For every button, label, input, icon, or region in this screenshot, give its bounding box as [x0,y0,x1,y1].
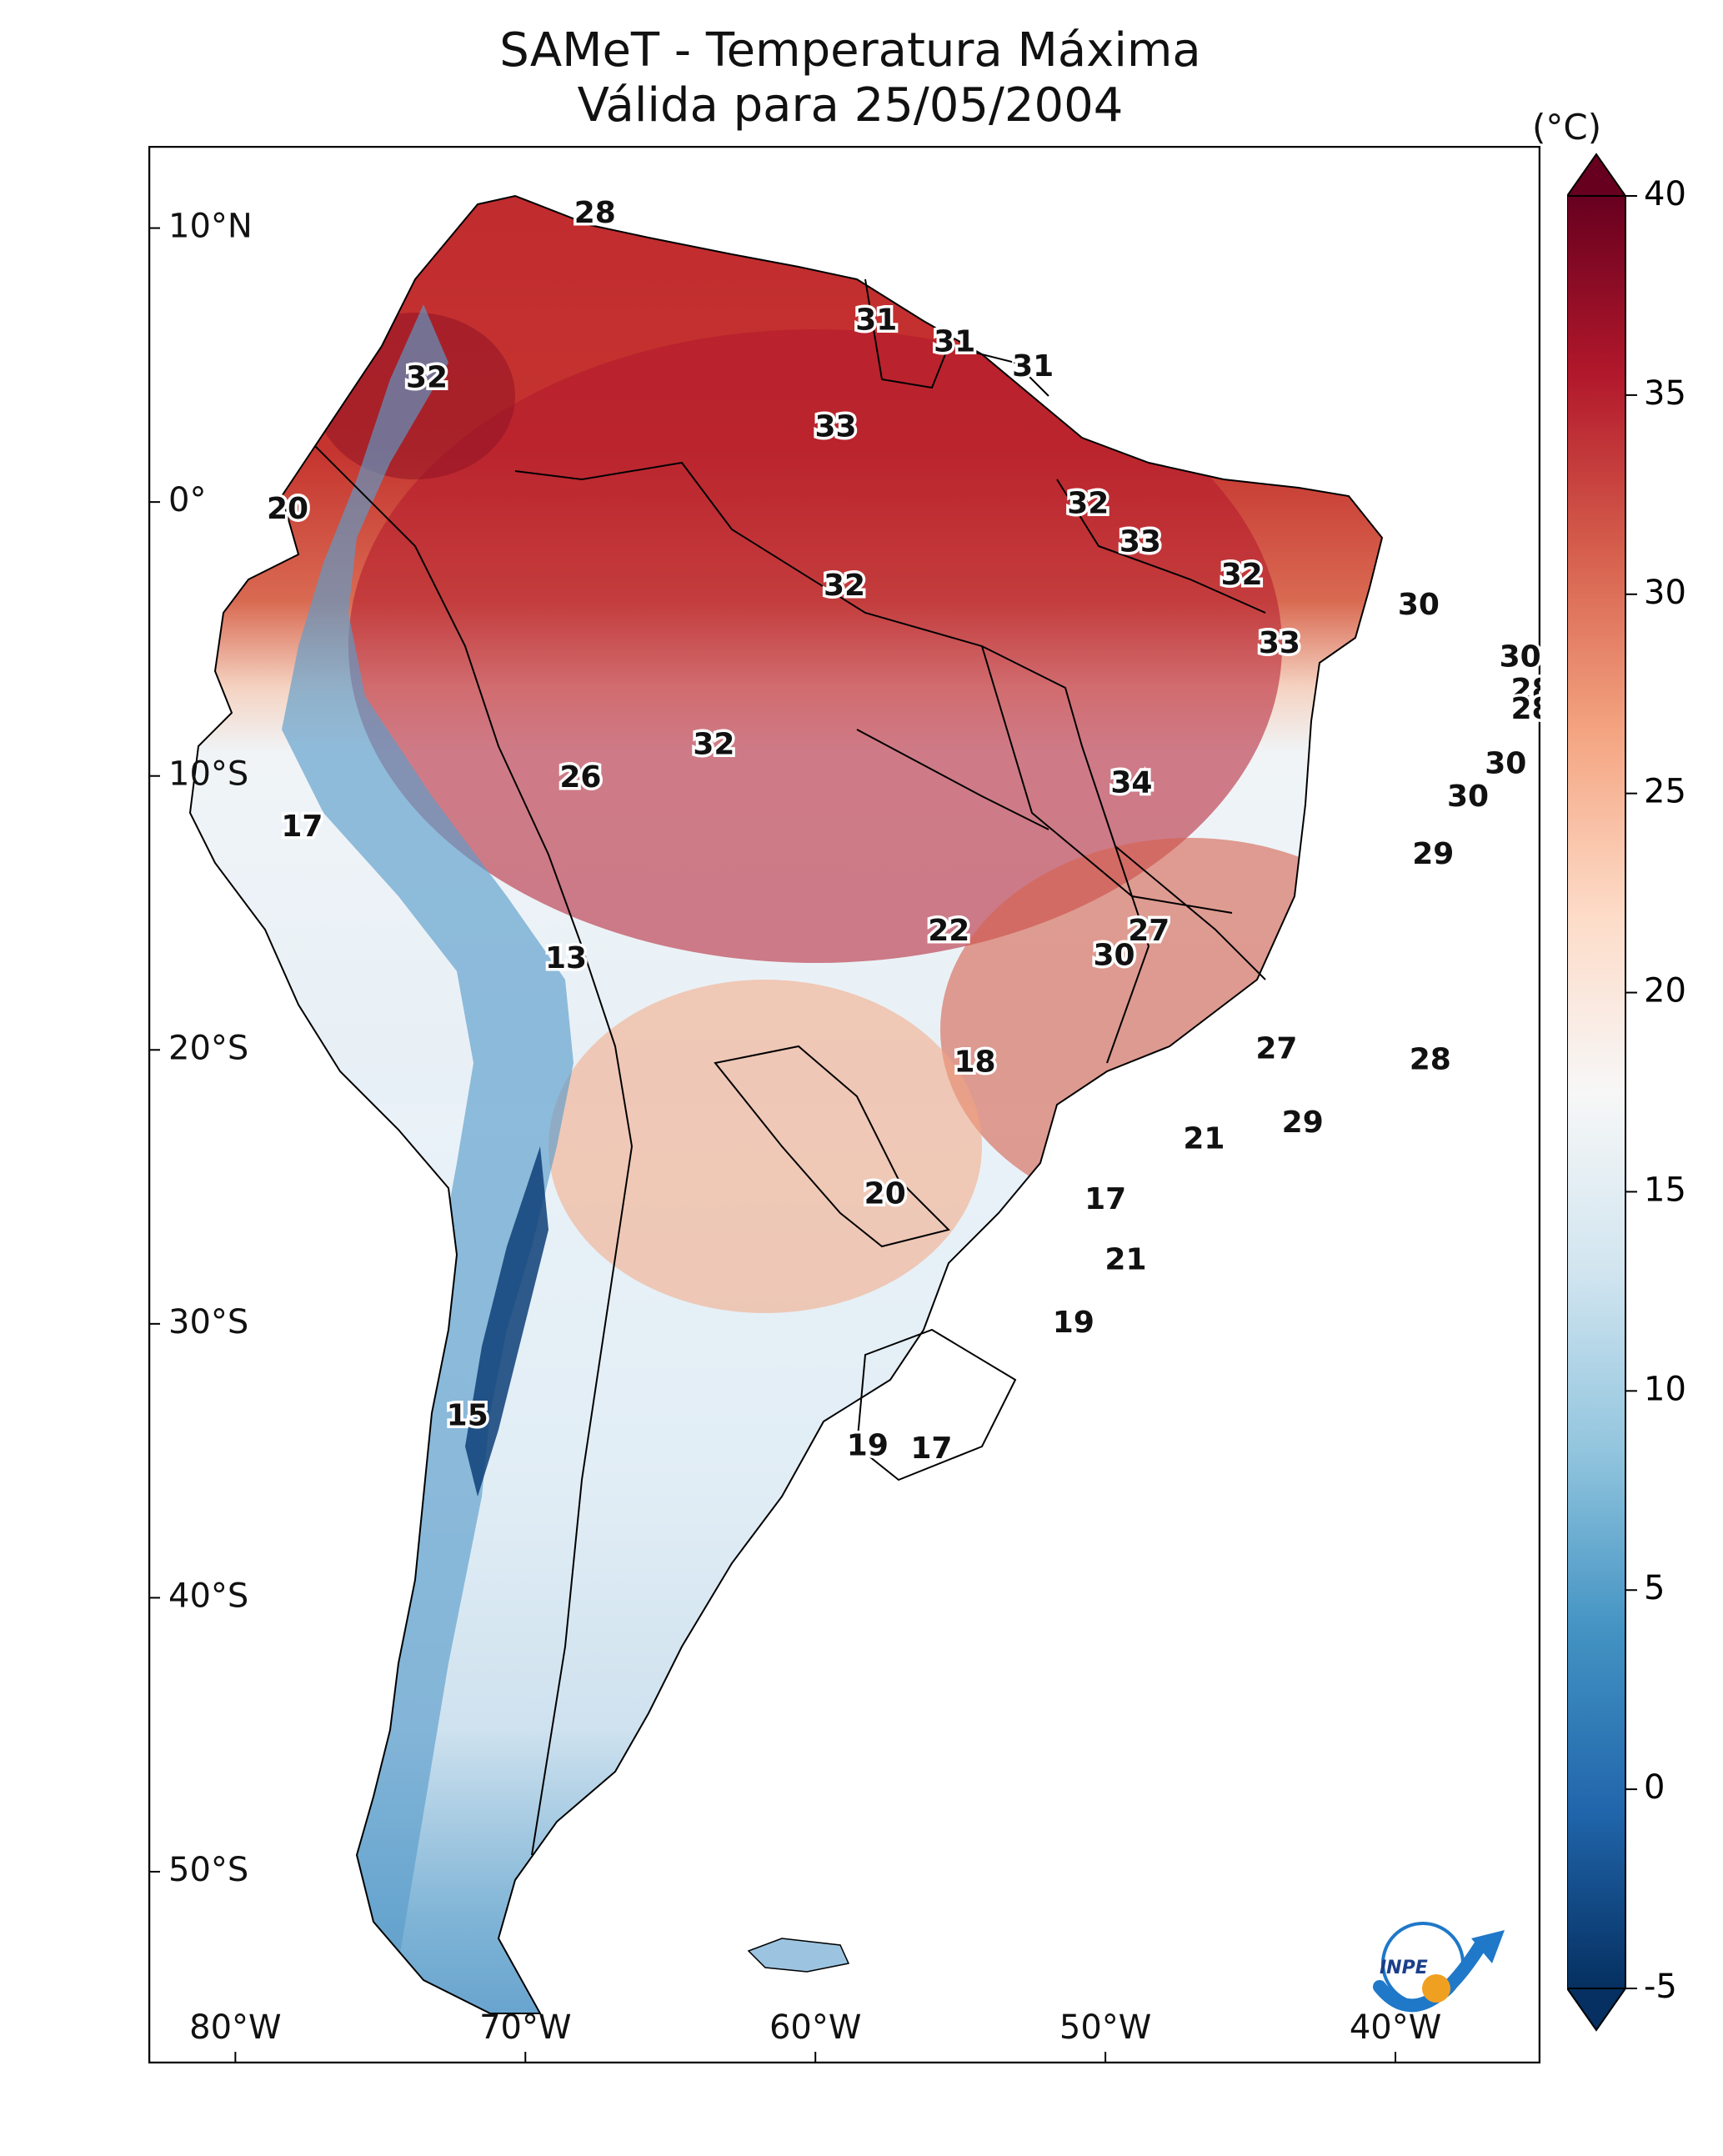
hot-core-amazon [348,329,1282,963]
temperature-label: 28 [1511,673,1540,707]
colorbar-body [1567,195,1626,1989]
colorbar-tick-label: 20 [1644,972,1686,1010]
colorbar-unit-label: (°C) [1532,107,1602,148]
temperature-label: 29 [1412,837,1454,871]
temperature-label: 32 [406,360,448,394]
temperature-label: 30 [1398,588,1440,622]
temperature-label: 32 [1067,486,1109,520]
colorbar-tick-label: 0 [1644,1768,1665,1807]
temperature-label: 15 [447,1399,488,1433]
temperature-label: 30 [1094,939,1135,973]
temperature-colorbar: 40 35 30 25 20 15 10 5 0 -5 [1567,153,1686,2032]
temperature-label: 21 [1183,1122,1225,1156]
lon-tick-label: 40°W [1350,2008,1441,2047]
colorbar-ticks: 40 35 30 25 20 15 10 5 0 -5 [1625,175,1686,2006]
colorbar-tick-label: 10 [1644,1370,1686,1408]
temperature-label: 17 [281,810,323,844]
lat-tick-label: 0° [168,481,206,519]
temperature-label: 20 [864,1176,906,1211]
temperature-label: 22 [928,914,969,948]
andes-cold-band [282,304,573,1963]
temperature-label: 28 [1511,692,1540,726]
temperature-label: 34 [1110,766,1152,800]
temperature-label: 26 [559,760,601,795]
colorbar-tick-label: 40 [1644,175,1686,213]
warm-region-chaco [548,980,982,1313]
temperature-label: 27 [1255,1031,1297,1065]
temperature-label: 33 [815,409,857,444]
border-andean [314,445,634,1856]
temperature-label: 19 [1053,1306,1094,1340]
lat-tick-label: 40°S [168,1577,248,1615]
andes-coldest-core [465,1146,548,1497]
temperature-label: 32 [824,569,865,603]
colorbar-extend-top [1567,153,1627,197]
temperature-label: 28 [574,196,616,230]
svg-text:INPE: INPE [1380,1958,1428,1978]
temperature-label: 30 [1447,780,1489,814]
border-guianas [864,278,1049,397]
border-paraguay [714,1045,950,1248]
temperature-map: 2832313131332032333232303330282832263430… [148,146,1540,2063]
temperature-label: 31 [1012,349,1054,384]
temperature-label: 33 [1259,626,1300,660]
temperature-label: 13 [545,941,587,975]
lat-tick-label: 10°N [168,208,253,246]
border-brazil-states [856,479,1266,980]
temperature-label: 19 [847,1429,889,1463]
temperature-label: 31 [855,303,897,337]
lon-tick-label: 80°W [189,2008,281,2047]
title-line-2: Válida para 25/05/2004 [577,78,1124,133]
temperature-label: 28 [1410,1042,1451,1076]
temperature-label: 30 [1485,747,1526,781]
colorbar-extend-bottom [1567,1988,1627,2032]
temperature-label: 17 [910,1431,952,1466]
colorbar-tick-label: 15 [1644,1171,1686,1209]
temperature-label: 32 [1221,558,1263,592]
falkland-islands [747,1938,850,1973]
temperature-label: 30 [1500,639,1540,674]
temperature-label: 31 [934,325,975,359]
colorbar-tick-label: -5 [1644,1968,1677,2006]
temperature-label: 20 [267,492,308,526]
temperature-label: 17 [1084,1182,1126,1216]
axis-tick-layer: 80°W 70°W 60°W 50°W 40°W 10°N 0° 10°S 20°S 30°S 40… [148,208,1441,2063]
temperature-label: 29 [1282,1106,1324,1140]
lon-tick-label: 60°W [769,2008,861,2047]
inpe-logo: INPE [1373,1922,1505,2013]
temperature-label: 27 [1128,914,1170,948]
country-borders [188,194,1384,2014]
lat-tick-label: 30°S [168,1303,248,1341]
temperature-label: 18 [954,1045,996,1080]
title-line-1: SAMeT - Temperatura Máxima [499,23,1201,78]
lon-tick-label: 50°W [1059,2008,1151,2047]
border-uruguay [855,1328,1017,1482]
lat-tick-label: 20°S [168,1029,248,1067]
colorbar-tick-label: 35 [1644,374,1686,413]
colorbar-tick-label: 5 [1644,1569,1665,1607]
temperature-label: 32 [693,728,734,762]
temperature-label: 33 [1119,524,1161,559]
lon-tick-label: 70°W [479,2008,571,2047]
lat-tick-label: 50°S [168,1851,248,1889]
lat-tick-label: 10°S [168,755,248,794]
map-title: SAMeT - Temperatura Máxima Válida para 2… [150,23,1550,133]
colorbar-tick-label: 25 [1644,773,1686,811]
temperature-label-layer: 2832313131332032333232303330282832263430… [263,193,1540,1469]
coastline [188,194,1384,2014]
colorbar-tick-label: 30 [1644,574,1686,612]
map-border [148,146,1540,2063]
temperature-label: 21 [1104,1242,1146,1276]
